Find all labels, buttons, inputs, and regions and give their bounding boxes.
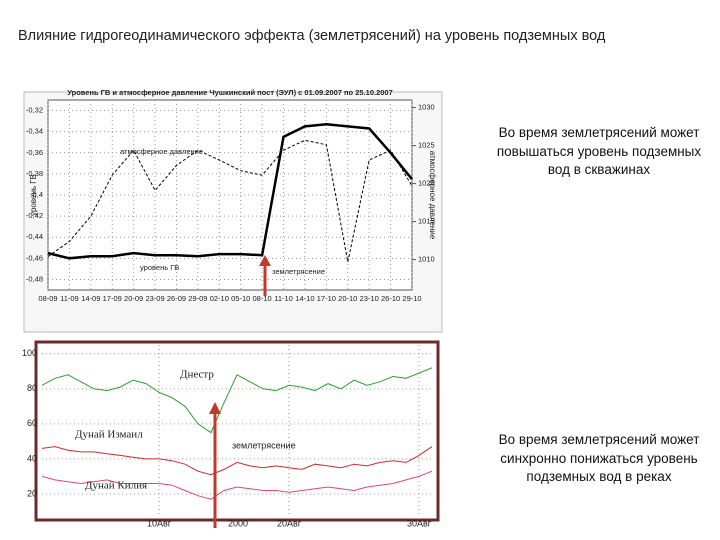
y-tick-label: -0,44	[26, 232, 43, 241]
x-tick-label: 17-09	[103, 294, 122, 303]
x-tick-label: 20Авг	[277, 518, 302, 528]
x-tick-label: 23-10	[360, 294, 379, 303]
y-tick-label: -0,34	[26, 127, 43, 136]
x-tick-label: 17-10	[317, 294, 336, 303]
x-tick-label: 08-10	[253, 294, 272, 303]
x-tick-label: 20-10	[338, 294, 357, 303]
y-tick-label: -0,32	[26, 106, 43, 115]
series-line	[41, 367, 433, 434]
y-tick-label: 20	[27, 488, 37, 498]
x-tick-label: 02-10	[210, 294, 229, 303]
x-tick-label: 26-10	[381, 294, 400, 303]
y-tick-label: 100	[22, 348, 37, 358]
x-tick-label: 20-09	[124, 294, 143, 303]
y2-tick-label: 1015	[418, 217, 435, 226]
series-label: атмосферное давление	[120, 147, 203, 156]
chart-title: Уровень ГВ и атмосферное давление Чушкин…	[67, 88, 393, 97]
x-tick-label: 05-10	[231, 294, 250, 303]
y-tick-label: 80	[27, 383, 37, 393]
x-tick-label: 29-10	[402, 294, 421, 303]
series-label: уровень ГВ	[140, 263, 179, 272]
chart2-panel	[34, 340, 440, 522]
arrow-head	[209, 402, 221, 414]
x-tick-label: 11-10	[274, 294, 293, 303]
note: Во время землетрясений может синхронно п…	[498, 432, 700, 484]
y2-axis-label: атмосферное давление	[428, 151, 437, 240]
annotation: землетрясение	[272, 267, 325, 276]
x-tick-label: 10Авг	[147, 518, 172, 528]
arrow-head	[259, 255, 271, 266]
x-axis-label: 2000	[228, 518, 248, 528]
y-tick-label: -0,42	[26, 211, 43, 220]
x-tick-label: 14-10	[295, 294, 314, 303]
y2-tick-label: 1025	[418, 141, 435, 150]
annotation: землетрясение	[232, 440, 296, 450]
y2-tick-label: 1010	[418, 255, 435, 264]
x-tick-label: 11-09	[60, 294, 79, 303]
y2-tick-label: 1030	[418, 103, 435, 112]
series-label: Днестр	[180, 369, 214, 381]
y-tick-label: -0,46	[26, 253, 43, 262]
y2-tick-label: 1020	[418, 179, 435, 188]
series-label: Дунай Килия	[85, 480, 147, 492]
x-tick-label: 29-09	[188, 294, 207, 303]
series-line	[47, 139, 413, 263]
y-tick-label: -0,4	[30, 190, 43, 199]
series-line	[41, 470, 433, 500]
x-tick-label: 23-09	[145, 294, 164, 303]
y-axis-label: уровень ГВ	[29, 174, 38, 216]
y-tick-label: 40	[27, 453, 37, 463]
y-tick-label: -0,36	[26, 148, 43, 157]
x-tick-label: 08-09	[38, 294, 57, 303]
series-line	[41, 446, 433, 476]
series-line	[47, 123, 413, 260]
x-tick-label: 26-09	[167, 294, 186, 303]
series-label: Дунай Измаил	[75, 429, 143, 441]
y-tick-label: -0,38	[26, 169, 43, 178]
slide-title: Влияние гидрогеодинамического эффекта (з…	[18, 28, 606, 44]
x-tick-label: 30Авг	[407, 518, 432, 528]
note: Во время землетрясений может повышаться …	[496, 125, 702, 177]
x-tick-label: 14-09	[81, 294, 100, 303]
y-tick-label: -0,48	[26, 274, 43, 283]
y-tick-label: 60	[27, 418, 37, 428]
